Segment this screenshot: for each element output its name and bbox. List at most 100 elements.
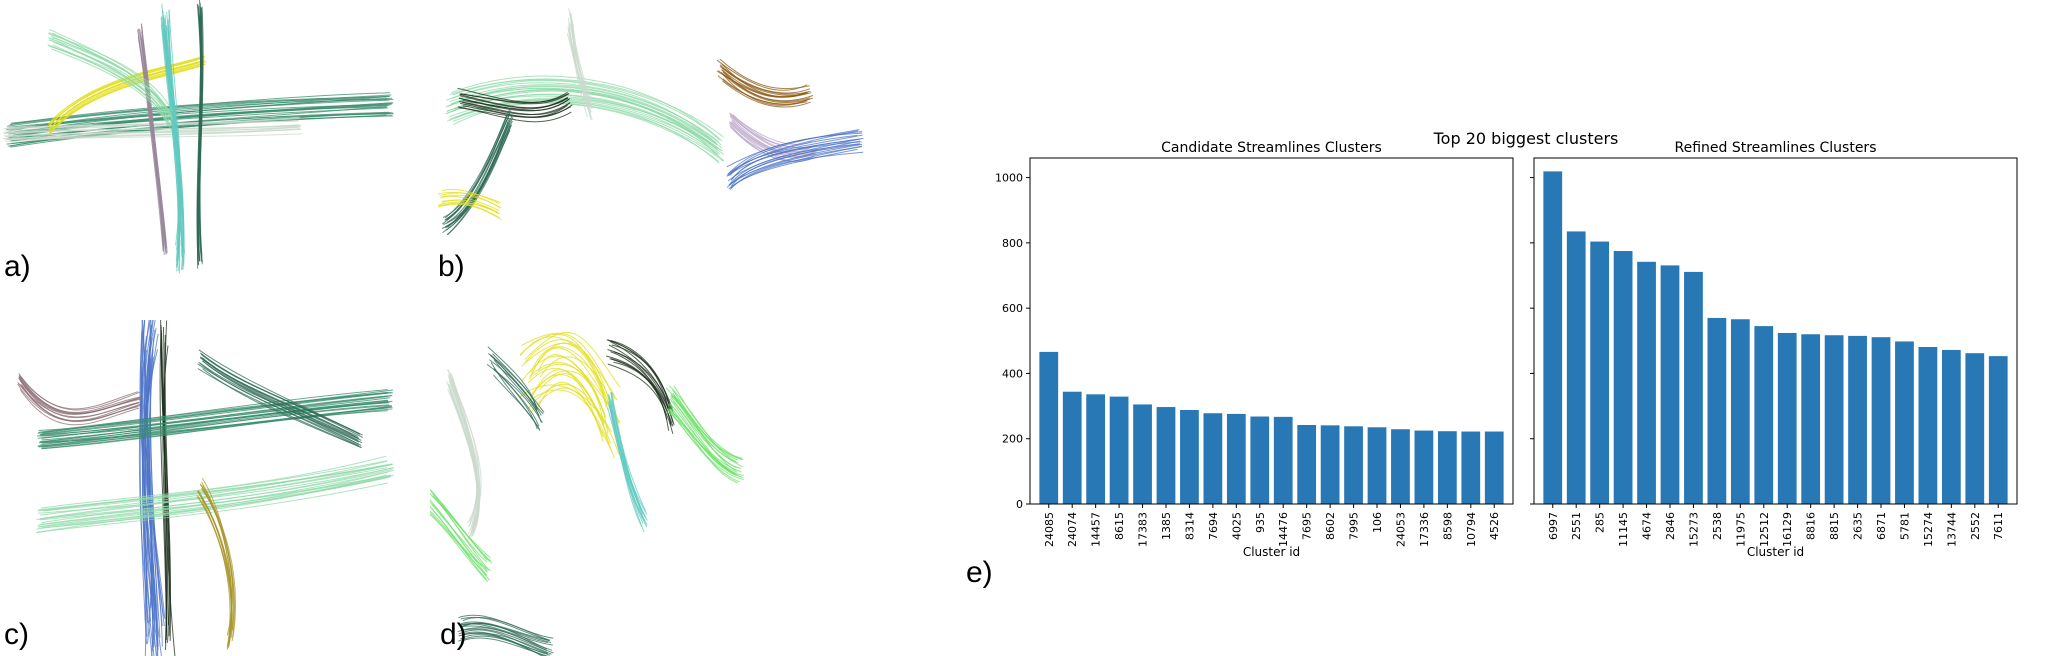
bundle-top-yellow xyxy=(519,331,621,459)
chart1-xtick-label-7694: 7694 xyxy=(1207,512,1220,540)
bundle-yellow-tip-fiber xyxy=(437,203,502,220)
chart2-xtick-label-2538: 2538 xyxy=(1711,512,1724,540)
bundle-right-upper-fiber xyxy=(202,368,362,449)
bundle-light-horizontal-fiber xyxy=(3,124,300,137)
chart2-bar-5781 xyxy=(1895,341,1914,504)
chart1-ytick-label-1000: 1000 xyxy=(995,172,1023,185)
bundle-lower-green-fiber xyxy=(37,464,390,512)
bundle-main-arc-fiber xyxy=(453,101,724,162)
bundle-horizontal-c xyxy=(37,389,394,450)
chart1-bar-8615 xyxy=(1109,396,1129,504)
chart1-xtick-label-14476: 14476 xyxy=(1277,512,1290,547)
bundle-right-spray-fiber xyxy=(666,408,745,480)
bundle-main-arc-fiber xyxy=(449,99,719,155)
chart1-xtick-label-17336: 17336 xyxy=(1418,512,1431,547)
bundle-top-dark-fiber xyxy=(610,351,675,426)
bundle-right-upper-fiber xyxy=(197,368,362,448)
bundle-left-bright-fiber xyxy=(430,511,491,581)
bundle-lower-green-fiber xyxy=(41,468,393,524)
chart2-xtick-label-11145: 11145 xyxy=(1617,512,1630,547)
chart1-ytick-label-400: 400 xyxy=(1002,367,1023,380)
bundle-top-yellow-fiber xyxy=(536,381,613,452)
bundle-blue-right xyxy=(726,129,864,190)
bundle-vertical-cyan-fiber xyxy=(165,30,180,268)
panel-label-e: e) xyxy=(966,556,993,589)
bundle-horizontal-c-fiber xyxy=(38,401,389,444)
chart2-bar-13744 xyxy=(1941,349,1961,504)
chart1-xtick-label-8602: 8602 xyxy=(1324,512,1337,540)
bundle-lower-green-fiber xyxy=(37,482,388,533)
bundle-yellow-tip-fiber xyxy=(438,202,499,214)
chart2-xtick-label-6997: 6997 xyxy=(1547,512,1560,540)
bundle-top-yellow-fiber xyxy=(529,347,611,408)
bundle-lilac-right-fiber xyxy=(731,119,817,155)
bundle-vertical-lilac xyxy=(137,23,168,256)
bundle-top-yellow-fiber xyxy=(534,363,609,435)
chart1-xtick-label-7995: 7995 xyxy=(1348,512,1361,540)
bundle-top-yellow-fiber xyxy=(519,336,618,401)
chart2-bar-11975 xyxy=(1730,319,1750,504)
bundle-descending-fiber xyxy=(442,113,508,219)
bundle-top-dark-fiber xyxy=(609,340,674,413)
bundle-vertical-dark xyxy=(196,0,204,269)
bundle-bottom-green-fiber xyxy=(462,617,551,641)
bundle-lower-green-fiber xyxy=(40,474,392,526)
bundle-main-arc xyxy=(445,75,725,164)
bundle-bottom-green-fiber xyxy=(460,617,550,642)
bundle-lilac-right-fiber xyxy=(729,116,813,153)
bundle-central-dark xyxy=(159,320,176,656)
panel-c-streamlines xyxy=(17,320,394,656)
bundle-right-upper-fiber xyxy=(201,353,363,438)
chart1-xtick-label-14457: 14457 xyxy=(1090,512,1103,547)
chart2-bar-2552 xyxy=(1965,353,1985,504)
bundle-lower-green xyxy=(36,455,394,534)
bundle-bottom-green-fiber xyxy=(460,634,551,656)
bundle-left-bright-fiber xyxy=(432,503,487,576)
bundle-top-yellow-fiber xyxy=(519,384,620,455)
bundle-light-horizontal-fiber xyxy=(3,119,300,134)
bundle-vertical-dark-fiber xyxy=(196,18,202,269)
chart1-xtick-label-4025: 4025 xyxy=(1230,512,1243,540)
chart1-bar-4526 xyxy=(1484,431,1504,504)
bundle-left-bright-fiber xyxy=(430,501,488,572)
bundle-top-yellow-fiber xyxy=(538,354,621,424)
bundle-dark-core-fiber xyxy=(457,87,569,103)
bundle-top-yellow-fiber xyxy=(524,339,609,411)
chart1-bar-17383 xyxy=(1133,404,1152,504)
bundle-lower-green-fiber xyxy=(41,474,387,529)
bundle-bottom-green-fiber xyxy=(457,627,553,651)
bundle-olive xyxy=(196,477,236,650)
bundle-descending-fiber xyxy=(445,129,509,231)
bundle-left-descend-fiber xyxy=(449,391,479,537)
chart1-xtick-label-10794: 10794 xyxy=(1465,512,1478,547)
chart2-xtick-label-2552: 2552 xyxy=(1969,512,1982,540)
bundle-yellow-tip-fiber xyxy=(441,189,500,204)
panel-a: a) xyxy=(0,0,420,300)
bundle-right-upper-fiber xyxy=(201,357,362,441)
bundle-top-yellow-fiber xyxy=(519,333,605,396)
bundle-yellow-arc-fiber xyxy=(48,60,204,132)
bundle-yellow-tip-fiber xyxy=(441,199,499,214)
bundle-top-yellow-fiber xyxy=(528,389,615,459)
bundle-blue-right-fiber xyxy=(729,151,864,190)
chart1-xtick-label-8314: 8314 xyxy=(1183,512,1196,540)
bundle-bottom-green xyxy=(457,614,554,656)
chart1-bar-935 xyxy=(1250,416,1270,504)
chart1-bar-8598 xyxy=(1437,431,1457,504)
chart1-xtick-label-8615: 8615 xyxy=(1113,512,1126,540)
bundle-top-light-fiber xyxy=(568,8,593,102)
bundle-right-spray-fiber xyxy=(671,395,742,469)
bundle-brown-fiber xyxy=(720,72,814,104)
bundle-right-spray-fiber xyxy=(673,385,742,460)
bundle-blue-right-fiber xyxy=(728,143,863,186)
bundle-left-bright-fiber xyxy=(430,513,489,583)
bundle-horizontal-c-fiber xyxy=(42,410,388,450)
bundle-main-arc-fiber xyxy=(446,85,717,144)
chart2-xtick-label-285: 285 xyxy=(1594,512,1607,533)
bundle-brown xyxy=(716,58,814,108)
chart1-xtick-label-935: 935 xyxy=(1254,512,1267,533)
chart1-xtick-label-7695: 7695 xyxy=(1301,512,1314,540)
chart1-bar-7695 xyxy=(1297,425,1317,504)
bundle-left-bright xyxy=(430,488,493,583)
chart2-title: Refined Streamlines Clusters xyxy=(1674,140,1876,156)
